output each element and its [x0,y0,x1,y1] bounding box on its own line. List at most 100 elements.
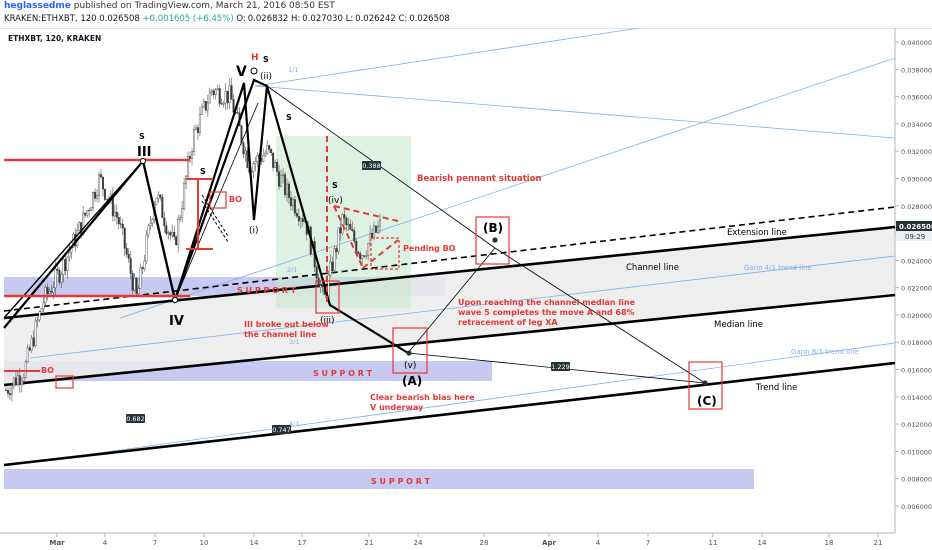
candle-body [90,207,93,212]
annotation-bo-left: BO [41,366,54,375]
author-name[interactable]: heglassedme [4,1,71,11]
candle-body [280,175,283,187]
candle-body [24,361,27,378]
publish-line: heglassedme published on TradingView.com… [4,1,335,11]
candle-body [353,230,356,242]
candle-body [293,199,296,214]
pivot-v [250,67,258,75]
time-tick-label: 4 [596,539,601,547]
candle-body [365,255,368,257]
countdown-tag-label: 09:29 [905,233,925,241]
candle-body [96,195,99,199]
close-label: C: [398,14,408,24]
s-mark-down: S [286,113,292,122]
candle-body [42,302,45,310]
candle-body [149,223,152,226]
candle-body [349,224,352,230]
pivot-iii [139,157,147,165]
candle-body [157,194,160,199]
candle-body [333,248,336,271]
channel-line [3,225,896,320]
candle-body [98,174,101,196]
channel-band [4,229,895,385]
low-label: L: [345,14,354,24]
candle-body [230,85,233,100]
candle-body [194,127,197,130]
candle-body [167,232,170,234]
candle-body [62,258,65,275]
candle-body [262,155,265,162]
time-tick-label: 14 [758,539,767,547]
candle-body [10,385,13,396]
candle-body [131,273,134,291]
chart-header: heglassedme published on TradingView.com… [0,0,932,29]
candle-body [246,150,249,168]
candle-body [345,218,348,226]
fan-label-2-1: 2/1 [287,266,297,274]
candle-body [66,256,69,271]
price-chart[interactable]: 0.040000 0.038000 0.036000 0.034000 0.032000… [0,28,932,550]
candle-body [297,216,300,222]
support-label-mid: S U P P O R T [313,369,373,378]
wave-label-iii-small: (iii) [320,316,335,326]
candle-body [171,231,174,236]
price-tick-label: 0.012000 [901,421,932,429]
price-tick-label: 0.008000 [901,476,932,484]
candle-body [226,90,229,104]
wave-leg-iii-iv [141,160,177,301]
candle-body [32,337,35,347]
candle-body [218,88,221,104]
annotation-bias-2: V underway [370,403,424,412]
candle-body [361,255,364,260]
wave-label-v: V [236,64,247,80]
candle-body [189,156,192,159]
candle-body [363,255,366,257]
candle-body [252,163,255,172]
annotation-iii-broke-1: III broke out below [244,320,329,329]
candle-body [64,258,67,271]
close-value: 0.026508 [409,14,450,24]
candle-body [357,251,360,254]
candle-body [256,154,259,162]
trend-line-label: Trend line [755,383,797,393]
candle-body [198,114,201,133]
candle-body [276,162,279,172]
price-tick-label: 0.022000 [901,285,932,293]
time-tick-label: 17 [298,539,307,547]
ohlc-line: KRAKEN:ETHXBT, 120 0.026508 +0.001605 (+… [4,14,450,24]
candle-body [351,229,354,232]
candle-body [68,252,71,258]
candle-body [12,377,15,386]
wave-label-h: H [251,53,259,63]
last-price-tag-label: 0.026508 [899,223,932,231]
candle-body [278,171,281,187]
candle-body [289,197,292,207]
candle-body [208,91,211,104]
pivot-c [702,380,708,386]
candle-body [343,214,346,219]
candle-body [127,254,130,259]
candle-body [254,160,257,164]
price-tick-label: 0.024000 [901,257,932,265]
time-tick-label: 14 [250,539,259,547]
candle-body [295,213,298,217]
candle-body [26,347,29,363]
bo-mid-box [209,191,227,209]
price-tick-label: 0.028000 [901,203,932,211]
candle-body [291,199,294,207]
candle-body [8,393,11,396]
candle-body [36,319,39,322]
candle-body [335,248,338,252]
candle-body [78,222,81,231]
extension-line-label: Extension line [727,228,787,238]
gann-4-1-line [29,255,896,359]
chart-title: ETHXBT, 120, KRAKEN [8,34,101,43]
time-tick-label: 7 [646,539,650,547]
candle-body [331,261,334,271]
candle-body [379,219,382,227]
candle-body [50,290,53,293]
candle-body [179,217,182,220]
candle-body [14,377,17,386]
price-tick-label: 0.034000 [901,121,932,129]
time-tick-label: 21 [874,539,883,547]
